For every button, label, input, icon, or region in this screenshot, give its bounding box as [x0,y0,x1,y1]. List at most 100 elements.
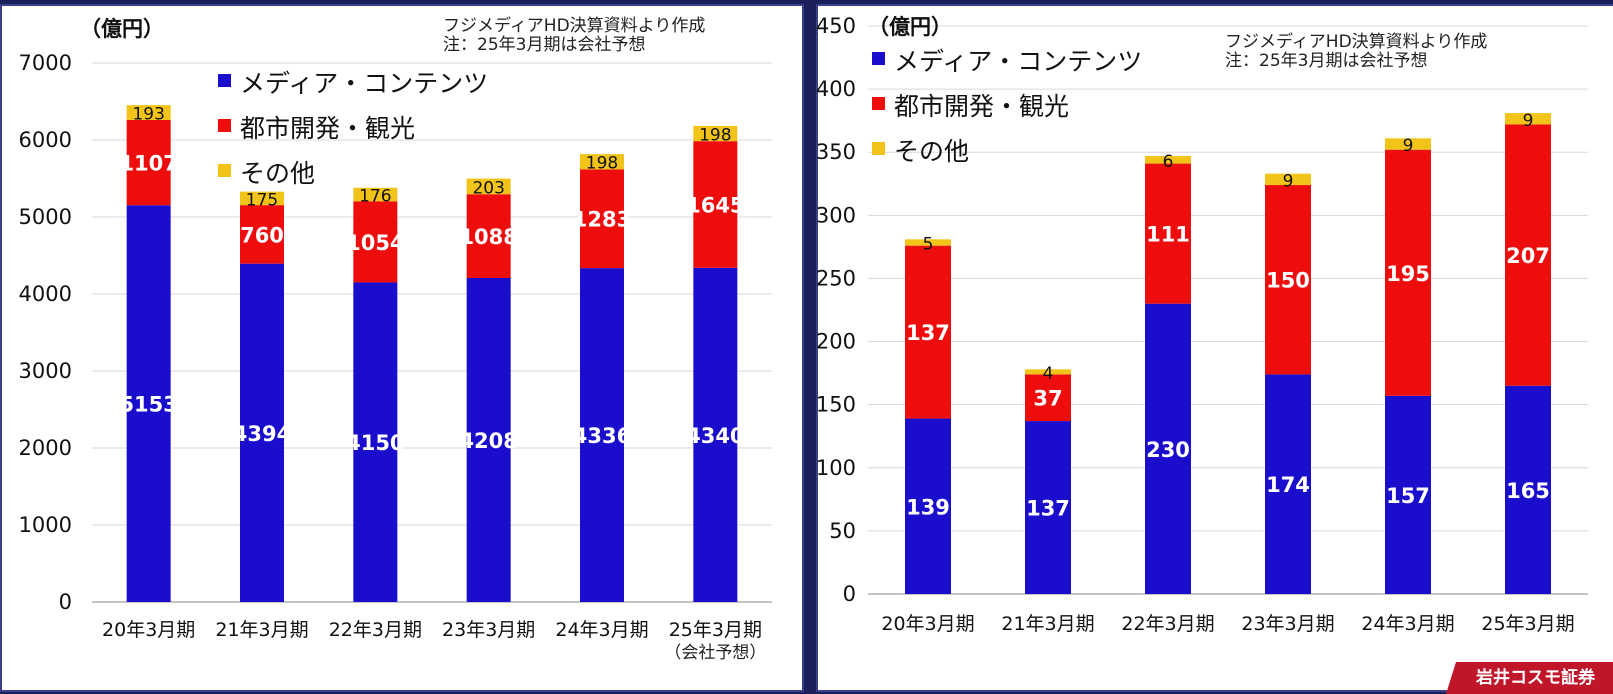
data-label: 1645 [686,193,744,217]
source-note: フジメディアHD決算資料より作成 [443,15,705,36]
legend-swatch [218,119,231,132]
data-label: 37 [1033,387,1062,411]
data-label: 195 [1386,262,1430,286]
bar-segment [580,154,624,170]
category-label: 24年3月期 [1361,613,1454,635]
category-label: 23年3月期 [1241,613,1334,635]
y-tick-label: 100 [816,456,856,480]
y-tick-label: 50 [829,519,856,543]
bar-segment [126,205,171,602]
bar-segment [580,268,624,602]
bar-segment [353,282,398,602]
category-label: 25年3月期 [669,619,762,641]
y-tick-label: 0 [59,590,72,614]
bar-segment [905,245,951,419]
data-label: 9 [1283,171,1294,191]
data-label: 4340 [686,424,744,448]
y-tick-label: 5000 [19,205,72,229]
bar-segment [466,178,511,195]
bar-segment [693,141,738,268]
bar-segment [353,201,398,283]
bar-segment [580,169,624,269]
data-label: 176 [359,187,391,207]
y-tick-label: 6000 [19,128,72,152]
source-note: 注：25年3月期は会社予想 [1225,51,1427,71]
data-label: 203 [472,178,504,198]
bar-segment [1505,124,1551,386]
bar-segment [466,194,511,278]
bar-segment [1505,113,1551,125]
y-tick-label: 250 [816,266,856,290]
data-label: 207 [1506,244,1550,268]
data-label: 139 [906,495,950,519]
data-label: 760 [240,223,284,247]
bar-segment [466,277,511,602]
data-label: 198 [586,154,618,174]
unit-label: （億円） [80,17,164,41]
chart-left: 0 1000 2000 3000 4000 5000 6000 7000 （億円） フジメディアH… [19,15,772,663]
data-label: 1054 [346,231,404,255]
category-label: 22年3月期 [1121,613,1214,635]
data-label: 4150 [346,431,404,455]
legend-label: その他 [894,137,969,166]
y-tick-label: 200 [816,330,856,354]
data-label: 4208 [459,429,517,453]
data-label: 230 [1146,438,1190,462]
data-label: 4336 [573,424,631,448]
data-label: 1088 [459,225,517,249]
category-sublabel: （会社予想） [664,643,766,663]
bar-segment [353,187,398,202]
data-label: 1283 [573,208,631,232]
category-label: 20年3月期 [881,613,974,635]
data-label: 198 [699,126,731,146]
category-label: 22年3月期 [329,619,422,641]
unit-label: （億円） [868,15,952,39]
y-tick-label: 150 [816,393,856,417]
bar-segment [126,105,171,120]
y-tick-label: 450 [816,14,856,38]
data-label: 6 [1163,152,1174,172]
data-label: 193 [132,105,164,125]
bar-segment [905,418,951,594]
data-label: 5 [923,234,934,254]
y-tick-label: 7000 [19,51,72,75]
category-label: 20年3月期 [102,619,195,641]
y-tick-label: 3000 [19,359,72,383]
legend-swatch [218,74,231,87]
bar-segment [1025,374,1071,422]
bar-segment [1265,374,1311,594]
data-label: 4394 [233,422,291,446]
y-tick-label: 400 [816,77,856,101]
data-label: 157 [1386,484,1430,508]
legend-label: その他 [240,159,315,188]
legend-swatch [218,164,231,177]
legend-label: メディア・コンテンツ [894,47,1142,76]
source-note: フジメディアHD決算資料より作成 [1225,31,1487,52]
bar-segment [1025,421,1071,594]
category-label: 23年3月期 [442,619,535,641]
legend-swatch [872,97,885,110]
data-label: 175 [246,190,278,210]
legend-swatch [872,52,885,65]
chart-panel-right: 0 50 100 150 200 250 300 350 400 450 （億円） フジメディアHD決… [816,6,1613,690]
bar-segment [693,267,738,602]
bar-segment [240,263,284,602]
bar-segment [240,191,284,206]
bar-segment [1385,395,1431,594]
data-label: 9 [1403,136,1414,156]
legend-swatch [872,142,885,155]
data-label: 5153 [119,393,177,417]
chart-right: 0 50 100 150 200 250 300 350 400 450 （億円） フジメディアHD決… [816,14,1588,635]
bar-segment [126,119,171,206]
category-label: 25年3月期 [1481,613,1574,635]
data-label: 111 [1146,223,1190,247]
data-label: 150 [1266,269,1310,293]
y-tick-label: 1000 [19,513,72,537]
category-label: 21年3月期 [1001,613,1094,635]
bar-segment [905,239,951,246]
y-tick-label: 2000 [19,436,72,460]
y-tick-label: 350 [816,140,856,164]
category-label: 24年3月期 [555,619,648,641]
bar-segment [1385,138,1431,150]
bar-segment [693,125,738,142]
